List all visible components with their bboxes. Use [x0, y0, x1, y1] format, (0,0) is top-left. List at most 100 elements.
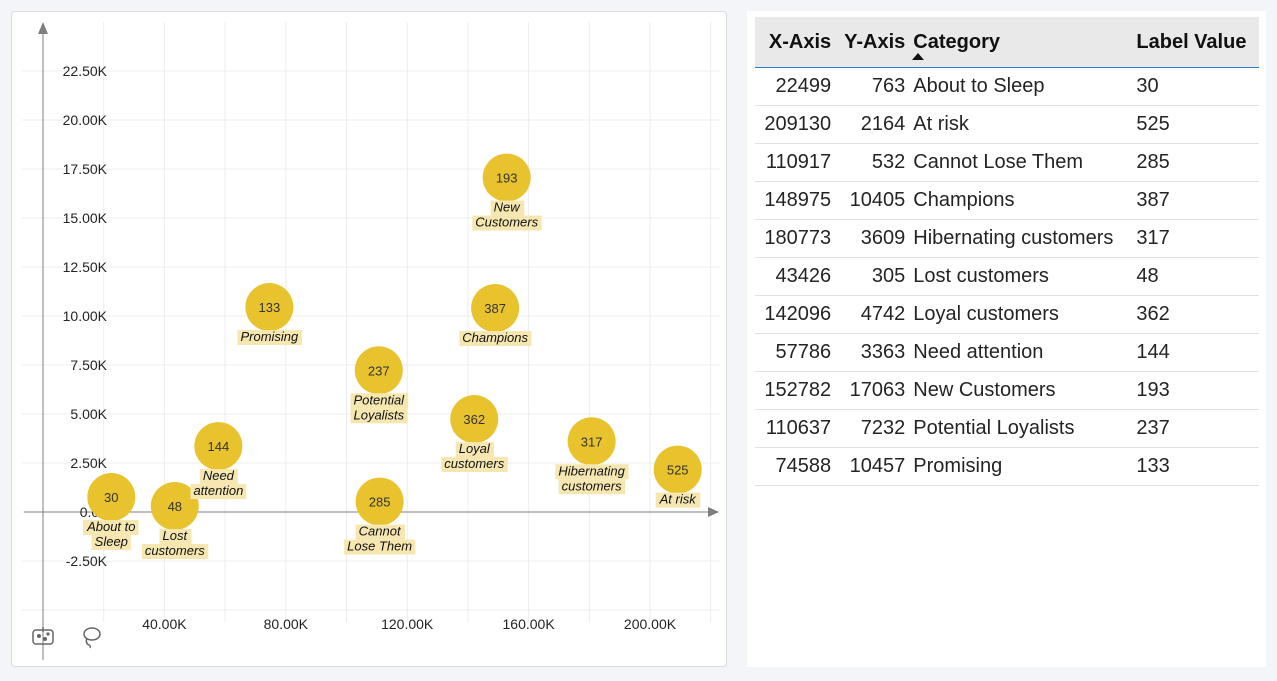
data-point[interactable]: 525 At risk	[653, 445, 702, 508]
lasso-icon[interactable]	[78, 624, 104, 650]
bubble-value-label: 285	[369, 495, 391, 510]
bubble[interactable]	[150, 482, 199, 531]
x-tick-label: 120.00K	[381, 616, 434, 632]
point-label-background	[350, 408, 408, 424]
y-axis-arrow	[38, 22, 48, 34]
bubble[interactable]	[354, 346, 403, 395]
cell-y-value: 532	[835, 143, 910, 182]
cell-x-value: 152782	[755, 371, 836, 410]
cell-label-value: 193	[1132, 371, 1259, 410]
cell-x-value: 110637	[755, 409, 836, 448]
point-category-label: Loyalists	[353, 407, 404, 422]
x-tick-label: 80.00K	[264, 616, 309, 632]
cell-x-value: 142096	[755, 295, 836, 334]
x-tick-label: 160.00K	[503, 616, 556, 632]
point-category-label: Lost	[163, 528, 189, 543]
point-category-label: Customers	[475, 215, 538, 230]
cell-category: Potential Loyalists	[909, 409, 1133, 448]
bubble[interactable]	[194, 422, 243, 471]
cell-y-value: 3609	[835, 219, 910, 258]
point-label-background	[459, 331, 532, 347]
data-point[interactable]: 133 Promising	[237, 283, 303, 346]
point-category-label: customers	[145, 543, 205, 558]
scatter-chart-panel: -2.50K0.002.50K5.00K7.50K10.00K12.50K15.…	[11, 11, 727, 667]
scatter-chart: -2.50K0.002.50K5.00K7.50K10.00K12.50K15.…	[22, 22, 720, 660]
point-label-background	[91, 535, 131, 551]
y-tick-label: -2.50K	[66, 553, 108, 569]
table-row[interactable]: 110637 7232 Potential Loyalists 237	[755, 409, 1259, 448]
cell-category: At risk	[909, 105, 1133, 144]
y-tick-label: 5.00K	[70, 406, 107, 422]
cell-label-value: 48	[1132, 257, 1259, 296]
bubble[interactable]	[653, 445, 702, 494]
point-category-label: Sleep	[95, 534, 128, 549]
point-category-label: Need	[203, 468, 235, 483]
cell-x-value: 22499	[755, 67, 836, 106]
column-header-category-label: Category	[913, 30, 1000, 53]
cell-y-value: 10405	[835, 181, 910, 220]
bubble[interactable]	[450, 395, 499, 444]
point-label-background	[472, 215, 542, 231]
cell-label-value: 237	[1132, 409, 1259, 448]
cell-y-value: 4742	[835, 295, 910, 334]
bubble[interactable]	[87, 473, 136, 522]
table-row[interactable]: 152782 17063 New Customers 193	[755, 371, 1259, 410]
point-label-background	[655, 492, 701, 508]
point-label-background	[455, 442, 494, 458]
column-header-x-axis[interactable]: X-Axis	[755, 17, 836, 68]
cell-y-value: 305	[835, 257, 910, 296]
axes	[24, 22, 719, 660]
table-row[interactable]: 43426 305 Lost customers 48	[755, 257, 1259, 296]
column-header-label-value[interactable]: Label Value	[1132, 17, 1259, 68]
table-row[interactable]: 148975 10405 Champions 387	[755, 181, 1259, 220]
point-category-label: Promising	[240, 329, 299, 344]
point-label-background	[555, 464, 629, 480]
data-point[interactable]: 387 Champions	[459, 284, 532, 347]
point-category-label: Hibernating	[558, 463, 625, 478]
cell-label-value: 362	[1132, 295, 1259, 334]
cell-x-value: 110917	[755, 143, 836, 182]
point-label-background	[83, 520, 139, 536]
table-row[interactable]: 110917 532 Cannot Lose Them 285	[755, 143, 1259, 182]
x-tick-label: 40.00K	[142, 616, 187, 632]
x-tick-label: 200.00K	[624, 616, 677, 632]
bubble[interactable]	[567, 417, 616, 466]
table-row[interactable]: 22499 763 About to Sleep 30	[755, 67, 1259, 106]
point-label-background	[344, 539, 416, 555]
table-row[interactable]: 74588 10457 Promising 133	[755, 447, 1259, 486]
table-row[interactable]: 57786 3363 Need attention 144	[755, 333, 1259, 372]
point-label-background	[159, 529, 192, 545]
point-label-background	[237, 330, 303, 346]
table-row[interactable]: 209130 2164 At risk 525	[755, 105, 1259, 144]
y-tick-label: 12.50K	[63, 259, 108, 275]
cell-category: Need attention	[909, 333, 1133, 372]
bubble[interactable]	[471, 284, 520, 333]
point-category-label: Champions	[462, 330, 528, 345]
cell-label-value: 285	[1132, 143, 1259, 182]
point-label-background	[199, 469, 238, 485]
bubble-value-label: 193	[496, 171, 518, 186]
point-category-label: At risk	[659, 492, 698, 507]
x-axis-arrow	[708, 507, 719, 517]
cell-y-value: 10457	[835, 447, 910, 486]
bubble[interactable]	[355, 477, 404, 526]
table-row[interactable]: 180773 3609 Hibernating customers 317	[755, 219, 1259, 258]
cell-category: Loyal customers	[909, 295, 1133, 334]
bubble-value-label: 237	[368, 363, 390, 378]
scatter-select-icon[interactable]	[30, 624, 56, 650]
table-row[interactable]: 142096 4742 Loyal customers 362	[755, 295, 1259, 334]
point-label-background	[141, 544, 209, 560]
bubble[interactable]	[482, 153, 531, 202]
point-label-background	[490, 200, 525, 216]
bubble[interactable]	[245, 283, 294, 332]
column-header-category[interactable]: Category	[909, 17, 1133, 68]
column-header-y-axis[interactable]: Y-Axis	[835, 17, 910, 68]
